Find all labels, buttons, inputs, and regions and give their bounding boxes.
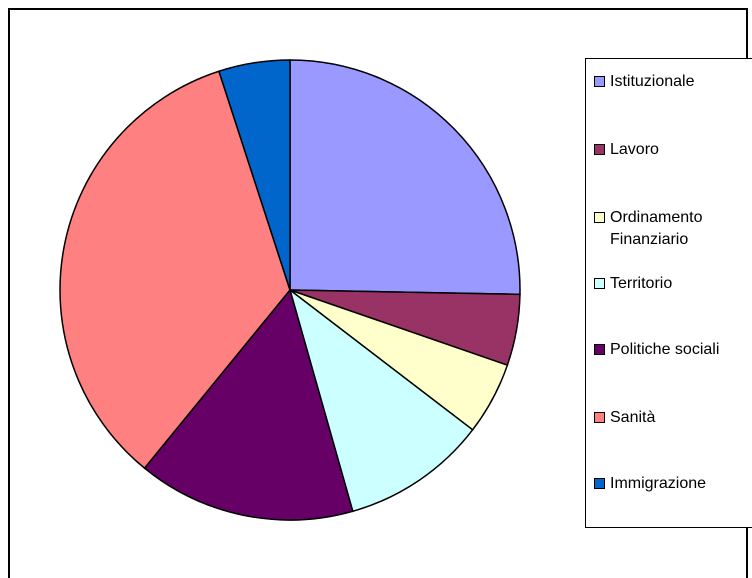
legend-item-ordinamento-finanziario: Ordinamento Finanziario [594,207,750,251]
legend-label: Territorio [610,273,750,295]
pie-slice-politiche-sociali [143,288,354,521]
legend-item-immigrazione: Immigrazione [594,473,750,495]
legend-label-line: Immigrazione [610,475,707,492]
legend-item-territorio: Territorio [594,273,750,295]
legend-swatch [594,278,605,289]
legend-label-line: Istituzionale [610,73,695,90]
pie-slice-territorio [288,288,474,513]
pie-chart [59,59,521,521]
legend-swatch [594,478,605,489]
legend-label: Politiche sociali [610,339,750,361]
pie-slice-immigrazione [217,59,291,291]
legend-label-line: Finanziario [610,231,689,248]
legend-label-line: Territorio [610,275,673,292]
chart-area: Istituzionale Lavoro Ordinamento Finanziari… [8,8,752,578]
legend-item-politiche-sociali: Politiche sociali [594,339,750,361]
legend-label: Immigrazione [610,473,750,495]
legend: Istituzionale Lavoro Ordinamento Finanziari… [585,58,752,528]
legend-swatch [594,144,605,155]
pie-slice-istituzionale [289,59,521,296]
legend-label: Lavoro [610,139,750,161]
legend-item-istituzionale: Istituzionale [594,71,750,93]
legend-label-line: Ordinamento [610,209,703,226]
legend-swatch [594,412,605,423]
legend-label: Ordinamento Finanziario [610,207,750,251]
legend-item-sanit-: Sanità [594,407,750,429]
legend-label-line: Sanità [610,409,656,426]
legend-swatch [594,344,605,355]
legend-label: Istituzionale [610,71,750,93]
pie-slice-sanit- [59,70,291,470]
legend-swatch [594,212,605,223]
legend-swatch [594,76,605,87]
legend-label-line: Politiche sociali [610,341,720,358]
legend-label-line: Lavoro [610,141,659,158]
legend-item-lavoro: Lavoro [594,139,750,161]
legend-label: Sanità [610,407,750,429]
